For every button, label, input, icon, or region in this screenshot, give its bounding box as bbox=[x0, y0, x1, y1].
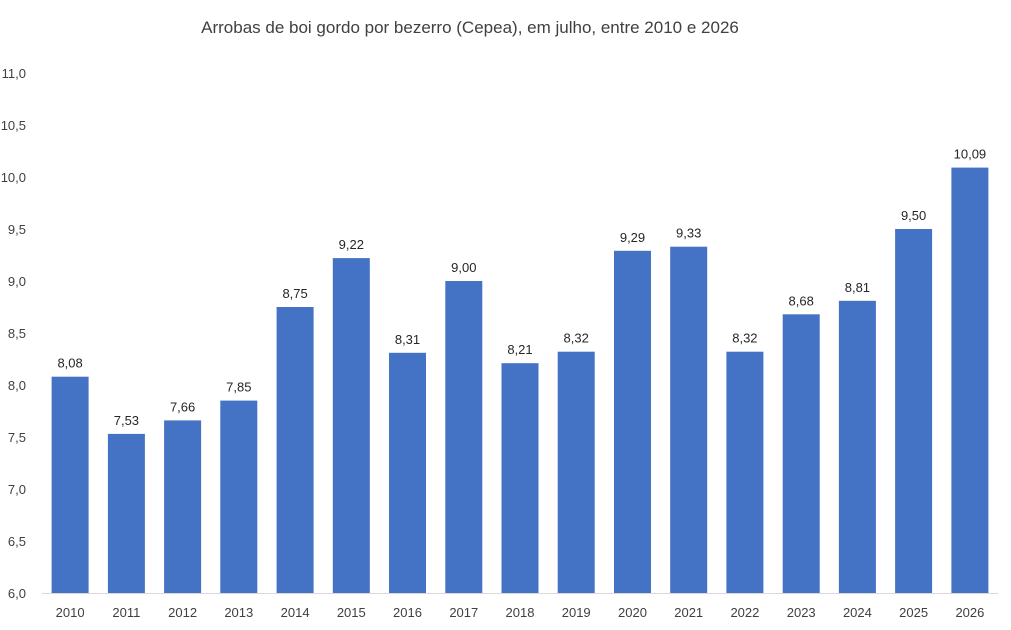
x-tick-label-2017: 2017 bbox=[449, 605, 478, 620]
data-label-2017: 9,00 bbox=[451, 260, 476, 275]
data-label-2020: 9,29 bbox=[620, 230, 645, 245]
bar-2010 bbox=[51, 376, 89, 593]
data-label-2021: 9,33 bbox=[676, 226, 701, 241]
x-tick-label-2024: 2024 bbox=[843, 605, 872, 620]
bar-2021 bbox=[670, 246, 708, 593]
bar-2017 bbox=[445, 281, 483, 593]
data-label-2016: 8,31 bbox=[395, 332, 420, 347]
data-label-2019: 8,32 bbox=[564, 331, 589, 346]
y-tick-label: 10,0 bbox=[1, 170, 26, 185]
y-tick-label: 8,5 bbox=[8, 326, 26, 341]
data-label-2022: 8,32 bbox=[732, 331, 757, 346]
data-label-2026: 10,09 bbox=[954, 147, 987, 162]
bar-2012 bbox=[164, 420, 202, 593]
bar-2016 bbox=[389, 352, 426, 593]
data-label-2023: 8,68 bbox=[789, 293, 814, 308]
x-tick-label-2014: 2014 bbox=[281, 605, 310, 620]
data-label-2014: 8,75 bbox=[282, 286, 307, 301]
y-tick-label: 7,0 bbox=[8, 482, 26, 497]
data-label-2025: 9,50 bbox=[901, 208, 926, 223]
data-label-2015: 9,22 bbox=[339, 237, 364, 252]
bar-2020 bbox=[614, 250, 651, 594]
x-tick-label-2018: 2018 bbox=[506, 605, 535, 620]
bar-2023 bbox=[782, 314, 820, 593]
x-tick-label-2025: 2025 bbox=[899, 605, 928, 620]
bar-2026 bbox=[951, 167, 989, 593]
data-label-2013: 7,85 bbox=[226, 380, 251, 395]
y-tick-label: 8,0 bbox=[8, 378, 26, 393]
y-tick-label: 11,0 bbox=[2, 66, 26, 81]
x-tick-label-2022: 2022 bbox=[730, 605, 759, 620]
bar-2018 bbox=[501, 363, 539, 593]
data-label-2010: 8,08 bbox=[57, 356, 82, 371]
y-tick-label: 6,5 bbox=[8, 534, 26, 549]
data-label-2011: 7,53 bbox=[114, 413, 139, 428]
y-tick-label: 10,5 bbox=[1, 118, 26, 133]
x-tick-label-2010: 2010 bbox=[56, 605, 85, 620]
x-tick-label-2020: 2020 bbox=[618, 605, 647, 620]
x-tick-label-2013: 2013 bbox=[224, 605, 253, 620]
x-tick-label-2016: 2016 bbox=[393, 605, 422, 620]
chart-title: Arrobas de boi gordo por bezerro (Cepea)… bbox=[201, 18, 739, 37]
bar-2024 bbox=[838, 300, 876, 593]
bar-2025 bbox=[895, 229, 933, 593]
data-label-2012: 7,66 bbox=[170, 399, 195, 414]
data-label-2018: 8,21 bbox=[507, 342, 532, 357]
bar-2022 bbox=[726, 351, 764, 593]
y-tick-label: 6,0 bbox=[8, 586, 26, 601]
y-tick-label: 9,0 bbox=[8, 274, 26, 289]
x-tick-label-2019: 2019 bbox=[562, 605, 591, 620]
x-tick-label-2012: 2012 bbox=[168, 605, 197, 620]
y-tick-label: 7,5 bbox=[8, 430, 26, 445]
bar-2011 bbox=[107, 433, 145, 593]
x-tick-label-2023: 2023 bbox=[787, 605, 816, 620]
data-label-2024: 8,81 bbox=[845, 280, 870, 295]
x-tick-label-2026: 2026 bbox=[955, 605, 984, 620]
bar-2015 bbox=[332, 258, 370, 593]
x-tick-label-2011: 2011 bbox=[112, 605, 140, 620]
bar-2019 bbox=[557, 351, 595, 593]
bar-2014 bbox=[276, 307, 314, 593]
bar-2013 bbox=[220, 400, 258, 593]
x-tick-label-2021: 2021 bbox=[674, 605, 703, 620]
x-tick-label-2015: 2015 bbox=[337, 605, 366, 620]
y-tick-label: 9,5 bbox=[8, 222, 26, 237]
